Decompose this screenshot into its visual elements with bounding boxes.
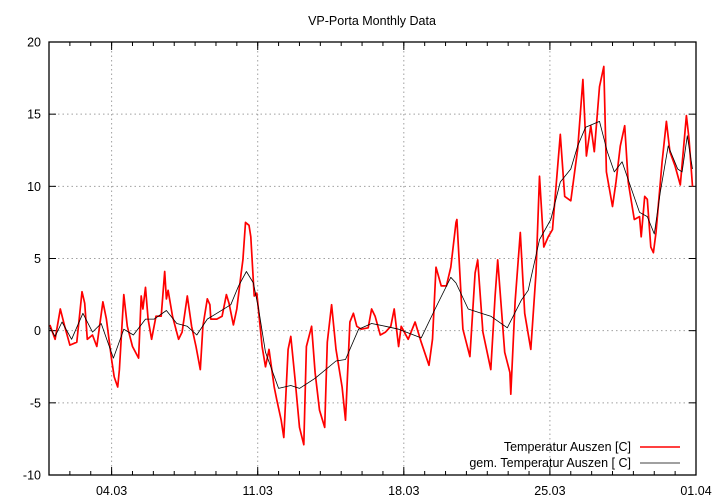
- x-tick-label: 18.03: [388, 484, 419, 498]
- series-group: [49, 65, 694, 446]
- y-tick-label: -5: [30, 396, 41, 410]
- chart-title: VP-Porta Monthly Data: [308, 14, 436, 28]
- y-tick-label: 5: [34, 252, 41, 266]
- series-line-average-temperature: [49, 121, 693, 389]
- x-tick-label: 01.04: [680, 484, 711, 498]
- axis-ticks: -10 -5 0 5 10 15 20 04.03 11.03 18.03 25.03 01.04: [23, 36, 712, 499]
- y-tick-label: -10: [23, 469, 41, 483]
- y-tick-label: 15: [27, 108, 41, 122]
- x-tick-label: 25.03: [534, 484, 565, 498]
- y-tick-label: 0: [34, 324, 41, 338]
- series-line-temperature: [49, 65, 694, 446]
- legend-label-average-temperature: gem. Temperatur Auszen [ C]: [469, 456, 631, 470]
- plot-border: [48, 41, 697, 476]
- x-tick-label: 04.03: [96, 484, 127, 498]
- y-tick-label: 20: [27, 36, 41, 50]
- x-tick-label: 11.03: [243, 484, 273, 498]
- grid: [49, 42, 696, 475]
- y-tick-label: 10: [27, 180, 41, 194]
- legend: Temperatur Auszen [C] gem. Temperatur Au…: [469, 440, 680, 470]
- legend-label-temperature: Temperatur Auszen [C]: [504, 440, 631, 454]
